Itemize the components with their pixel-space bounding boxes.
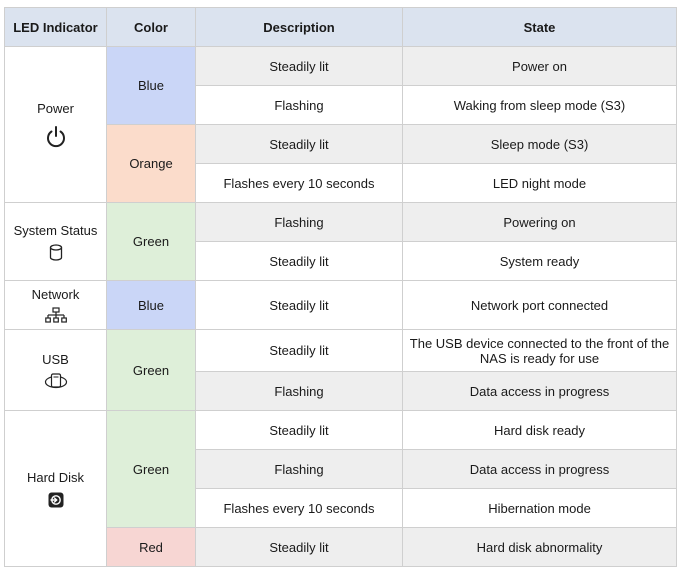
- state-cell: Network port connected: [402, 280, 677, 330]
- state-cell: Sleep mode (S3): [402, 124, 677, 164]
- table-row: Flashing Data access in progress: [5, 371, 677, 411]
- indicator-label: USB: [42, 351, 69, 367]
- state-cell: Data access in progress: [402, 449, 677, 489]
- description-cell: Flashing: [195, 371, 403, 411]
- description-cell: Flashing: [195, 85, 403, 125]
- table-row: Flashes every 10 seconds LED night mode: [5, 163, 677, 203]
- description-cell: Steadily lit: [195, 124, 403, 164]
- description-cell: Steadily lit: [195, 527, 403, 567]
- color-cell: Blue: [106, 280, 196, 330]
- header-state: State: [402, 7, 677, 47]
- table-row: Power Blue Steadily lit Power on: [4, 46, 677, 203]
- state-cell: LED night mode: [402, 163, 677, 203]
- indicator-hard-disk: Hard Disk: [4, 410, 107, 567]
- indicator-label: Hard Disk: [26, 469, 85, 485]
- indicator-usb: USB: [4, 329, 107, 411]
- state-cell: Data access in progress: [402, 371, 677, 411]
- header-description: Description: [195, 7, 403, 47]
- description-cell: Steadily lit: [195, 241, 403, 281]
- table-row: Red Steadily lit Hard disk abnormality: [5, 527, 677, 567]
- header-row: LED Indicator Color Description State: [4, 7, 677, 47]
- state-cell: Hard disk ready: [402, 410, 677, 450]
- led-indicator-table: LED Indicator Color Description State Po…: [4, 7, 677, 567]
- hard-disk-icon: [48, 492, 63, 507]
- description-cell: Steadily lit: [195, 329, 403, 372]
- color-cell: Green: [106, 329, 196, 411]
- state-cell: The USB device connected to the front of…: [402, 329, 677, 372]
- color-cell: Blue: [106, 46, 196, 125]
- color-cell: Green: [106, 202, 196, 281]
- state-cell: Waking from sleep mode (S3): [402, 85, 677, 125]
- color-cell: Green: [106, 410, 196, 528]
- description-cell: Flashes every 10 seconds: [195, 488, 403, 528]
- table-row: Network Blue Steadily lit Network port c…: [4, 280, 677, 330]
- state-cell: Power on: [402, 46, 677, 86]
- table-row: Hard Disk Green Steadily lit Hard disk r…: [4, 410, 677, 567]
- description-cell: Flashes every 10 seconds: [195, 163, 403, 203]
- state-cell: Hibernation mode: [402, 488, 677, 528]
- description-cell: Steadily lit: [195, 280, 403, 330]
- state-cell: Hard disk abnormality: [402, 527, 677, 567]
- table-row: USB Green Steadily lit The USB device co…: [4, 329, 677, 411]
- indicator-network: Network: [4, 280, 107, 330]
- indicator-label: Power: [37, 101, 74, 116]
- description-cell: Steadily lit: [195, 410, 403, 450]
- power-icon: [46, 126, 65, 148]
- color-cell: Red: [106, 527, 196, 567]
- table-row: System Status Green Flashing Powering on: [4, 202, 677, 281]
- state-cell: Powering on: [402, 202, 677, 242]
- indicator-label: System Status: [13, 222, 98, 238]
- network-icon: [44, 307, 67, 323]
- description-cell: Flashing: [195, 202, 403, 242]
- indicator-system-status: System Status: [4, 202, 107, 281]
- state-cell: System ready: [402, 241, 677, 281]
- header-color: Color: [106, 7, 196, 47]
- indicator-power: Power: [4, 46, 107, 203]
- color-cell: Orange: [106, 124, 196, 203]
- description-cell: Flashing: [195, 449, 403, 489]
- usb-drive-icon: [44, 372, 67, 388]
- header-led-indicator: LED Indicator: [4, 7, 107, 47]
- description-cell: Steadily lit: [195, 46, 403, 86]
- database-icon: [49, 243, 62, 261]
- table-row: Flashes every 10 seconds Hibernation mod…: [5, 488, 677, 528]
- indicator-label: Network: [31, 287, 80, 302]
